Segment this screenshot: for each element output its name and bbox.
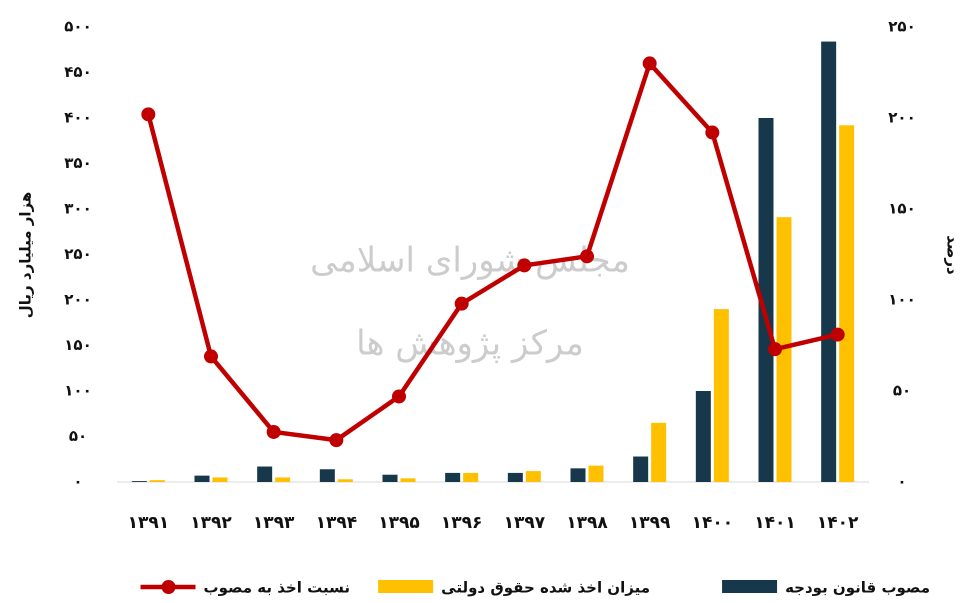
bar bbox=[445, 472, 461, 482]
y-tick-label: ۳۰۰ bbox=[64, 200, 91, 218]
y2-tick-label: ۱۰۰ bbox=[888, 291, 915, 309]
x-tick-label: ۱۳۹۸ bbox=[566, 513, 608, 533]
line-point bbox=[642, 56, 657, 71]
line-point bbox=[392, 389, 406, 404]
line-point bbox=[830, 327, 845, 342]
legend-label: مصوب قانون بودجه bbox=[785, 579, 930, 597]
watermark: مرکز پژوهش ها bbox=[356, 324, 584, 364]
bar bbox=[588, 465, 604, 482]
line-point bbox=[454, 296, 469, 311]
bar bbox=[695, 391, 711, 482]
line bbox=[146, 61, 839, 443]
bar bbox=[149, 480, 165, 482]
bar bbox=[713, 309, 729, 482]
x-tick-label: ۱۳۹۴ bbox=[316, 513, 358, 533]
bar bbox=[651, 422, 667, 482]
bar bbox=[570, 468, 586, 482]
line-point bbox=[266, 424, 281, 439]
bar bbox=[257, 466, 273, 482]
bar bbox=[633, 456, 649, 482]
bar bbox=[212, 477, 228, 482]
bar bbox=[776, 217, 792, 482]
legend-label: میزان اخذ شده حقوق دولتی bbox=[441, 579, 650, 597]
y-tick-label: ۵۰۰ bbox=[64, 18, 91, 36]
line-point bbox=[768, 342, 782, 357]
x-tick-label: ۱۴۰۱ bbox=[754, 513, 796, 533]
line-point bbox=[517, 258, 532, 273]
y-tick-label: ۲۵۰ bbox=[64, 245, 91, 263]
bar bbox=[337, 479, 353, 482]
x-tick-label: ۱۳۹۷ bbox=[504, 513, 546, 533]
y-tick-label: ۱۰۰ bbox=[64, 382, 91, 400]
y2-tick-label: ۰ bbox=[897, 473, 906, 491]
watermark: مجلس شورای اسلامی bbox=[310, 241, 630, 281]
line-point bbox=[329, 433, 344, 448]
bar bbox=[525, 471, 541, 482]
y2-axis-label: درصد bbox=[944, 235, 962, 275]
line-point bbox=[204, 349, 218, 364]
y2-tick-label: ۱۵۰ bbox=[888, 200, 915, 218]
y-tick-label: ۴۰۰ bbox=[64, 109, 91, 127]
x-tick-label: ۱۳۹۶ bbox=[441, 513, 483, 533]
bar bbox=[839, 125, 855, 482]
x-tick-label: ۱۴۰۲ bbox=[817, 513, 859, 533]
legend-label: نسبت اخذ به مصوب bbox=[204, 579, 350, 597]
bar bbox=[400, 478, 416, 482]
y-tick-label: ۳۵۰ bbox=[64, 154, 91, 172]
legend-swatch bbox=[161, 580, 176, 594]
bar bbox=[194, 475, 210, 482]
bar bbox=[319, 469, 335, 482]
y2-tick-label: ۲۰۰ bbox=[888, 109, 915, 127]
y-tick-label: ۱۵۰ bbox=[64, 336, 91, 354]
bar bbox=[275, 477, 291, 482]
y-tick-label: ۴۵۰ bbox=[64, 63, 91, 81]
legend-swatch bbox=[378, 580, 434, 593]
line-point bbox=[580, 249, 594, 264]
bar bbox=[758, 118, 774, 482]
x-tick-label: ۱۳۹۳ bbox=[253, 513, 295, 533]
x-tick-label: ۱۳۹۹ bbox=[629, 513, 671, 533]
bar bbox=[821, 41, 837, 483]
x-tick-label: ۱۳۹۱ bbox=[128, 513, 170, 533]
y-tick-label: ۲۰۰ bbox=[64, 291, 91, 309]
bar bbox=[463, 472, 479, 482]
y-tick-label: ۰ bbox=[73, 473, 82, 491]
x-tick-label: ۱۴۰۰ bbox=[692, 513, 734, 533]
x-tick-label: ۱۳۹۲ bbox=[190, 513, 232, 533]
y2-tick-label: ۲۵۰ bbox=[888, 18, 915, 36]
bar bbox=[131, 481, 147, 482]
x-tick-label: ۱۳۹۵ bbox=[378, 513, 420, 533]
bar bbox=[382, 474, 398, 482]
y-tick-label: ۵۰ bbox=[69, 427, 87, 445]
y-axis-label: هزار میلیارد ریال bbox=[17, 192, 35, 319]
legend-swatch bbox=[722, 580, 778, 593]
bar bbox=[507, 472, 523, 482]
line-point bbox=[141, 107, 156, 122]
y2-tick-label: ۵۰ bbox=[893, 382, 911, 400]
line-point bbox=[705, 125, 720, 140]
